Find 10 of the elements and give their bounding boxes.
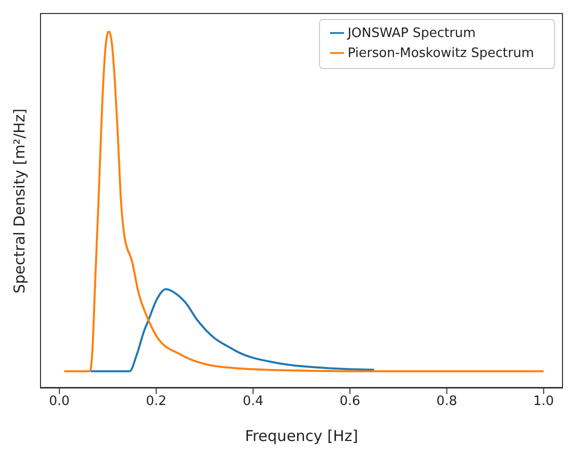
x-tick-label: 0.8 bbox=[436, 394, 458, 410]
x-tick-label: 0.0 bbox=[49, 394, 70, 410]
x-tick-label: 0.2 bbox=[146, 394, 167, 410]
x-tick-label: 0.6 bbox=[340, 394, 360, 410]
x-axis-title: Frequency [Hz] bbox=[244, 427, 358, 445]
legend-label: Pierson-Moskowitz Spectrum bbox=[348, 46, 534, 61]
y-axis-title: Spectral Density [m²/Hz] bbox=[11, 108, 29, 294]
x-tick-label: 0.4 bbox=[242, 394, 264, 410]
x-tick-label: 1.0 bbox=[533, 394, 554, 410]
legend-label: JONSWAP Spectrum bbox=[348, 26, 476, 41]
